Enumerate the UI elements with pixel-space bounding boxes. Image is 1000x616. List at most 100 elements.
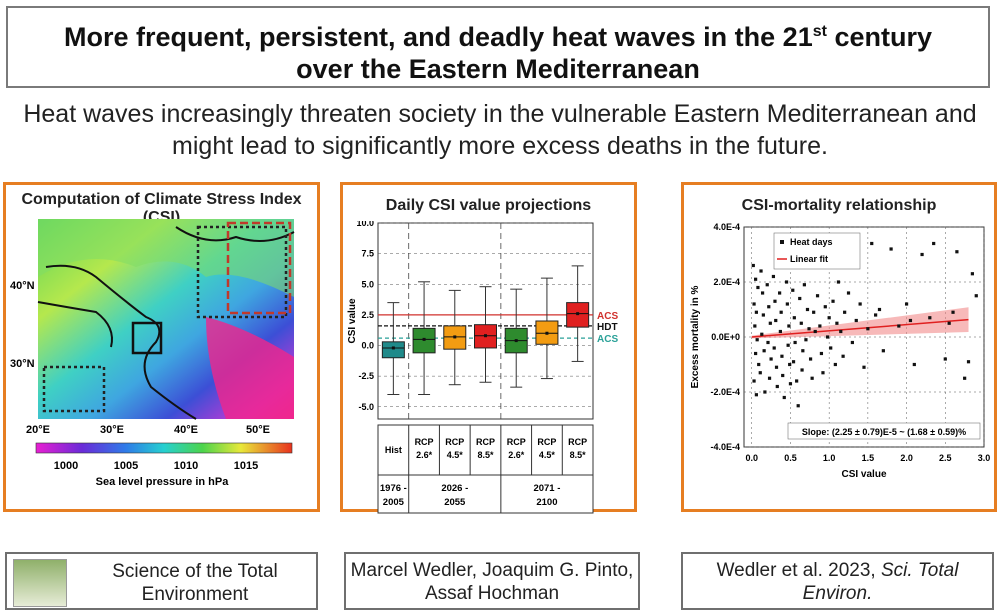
data-point: [943, 357, 947, 361]
y-tick-label: 2.0E-4: [713, 277, 740, 287]
colorbar-tick: 1000: [54, 460, 78, 472]
data-point: [951, 310, 955, 314]
data-point: [765, 283, 769, 287]
lon-label-20: 20°E: [26, 424, 50, 436]
data-point: [881, 349, 885, 353]
title-box: More frequent, persistent, and deadly he…: [6, 6, 990, 88]
data-point: [846, 291, 851, 295]
data-point: [754, 351, 758, 356]
period-label: 2026 -: [441, 483, 468, 494]
title-text: More frequent, persistent, and deadly he…: [64, 22, 813, 52]
data-point: [788, 382, 793, 386]
data-point: [779, 310, 783, 314]
data-point: [781, 373, 785, 378]
citation-journal: Sci. Total Environ.: [802, 560, 959, 604]
data-point: [807, 327, 811, 331]
subtitle-line-1: Heat waves increasingly threaten society…: [23, 100, 977, 128]
data-point: [963, 376, 967, 380]
journal-box: Science of the Total Environment: [5, 552, 318, 610]
x-tick-label: 1.5: [862, 453, 875, 463]
x-tick-label: 2.5: [939, 453, 952, 463]
data-point: [839, 329, 843, 334]
mean-marker: [545, 331, 549, 335]
data-point: [862, 365, 866, 369]
citation-plain: Wedler et al. 2023,: [716, 560, 881, 581]
subtitle-line-2: might lead to significantly more excess …: [172, 132, 828, 160]
data-point: [801, 349, 805, 353]
y-tick-label: -4.0E-4: [710, 442, 740, 452]
data-point: [805, 307, 810, 312]
data-point: [760, 332, 764, 336]
colorbar-label: Sea level pressure in hPa: [96, 476, 230, 488]
y-tick-label: -5.0: [358, 402, 374, 412]
data-point: [752, 379, 756, 383]
threshold-label: ACS: [597, 311, 618, 322]
data-point: [800, 368, 804, 372]
x-tick-label: 3.0: [978, 453, 991, 463]
data-point: [854, 318, 858, 323]
data-point: [970, 272, 974, 276]
coastline-2: [37, 301, 113, 348]
data-point: [912, 362, 916, 367]
scenario-label: RCP: [415, 437, 434, 447]
data-point: [798, 296, 802, 301]
scenario-label: RCP: [568, 437, 587, 447]
authors-box: Marcel Wedler, Joaquim G. Pinto, Assaf H…: [344, 552, 640, 610]
data-point: [760, 291, 765, 295]
mean-marker: [391, 346, 395, 350]
data-point: [792, 316, 796, 320]
lon-label-40: 40°E: [174, 424, 198, 436]
data-point: [768, 321, 772, 325]
scenario-label: 4.5*: [539, 450, 556, 460]
data-point: [778, 329, 782, 334]
data-point: [754, 277, 758, 281]
scenario-label: RCP: [476, 437, 495, 447]
data-point: [767, 305, 771, 309]
data-point: [759, 269, 763, 273]
data-point: [785, 302, 789, 306]
scenario-label: 2.6*: [508, 450, 525, 460]
data-point: [836, 280, 841, 284]
period-label: 1976 -: [380, 483, 407, 494]
y-tick-label: 2.5: [361, 310, 374, 320]
data-point: [827, 316, 831, 320]
y-axis-label: Excess mortality in %: [690, 285, 701, 388]
data-point: [821, 371, 825, 375]
scenario-label: 2.6*: [416, 450, 433, 460]
data-point: [819, 351, 824, 356]
data-point: [788, 362, 792, 367]
title-text-end: century: [826, 22, 932, 52]
map-panel: Computation of Climate Stress Index (CSI…: [3, 182, 320, 512]
mean-marker: [422, 337, 426, 341]
slope-annotation: Slope: (2.25 ± 0.79)E-5 ~ (1.68 ± 0.59)%: [802, 427, 966, 437]
data-point: [843, 310, 847, 314]
data-point: [772, 346, 776, 350]
legend-label: Linear fit: [790, 254, 828, 264]
citation-box: Wedler et al. 2023, Sci. Total Environ.: [681, 552, 994, 610]
data-point: [757, 362, 761, 367]
authors: Marcel Wedler, Joaquim G. Pinto, Assaf H…: [350, 560, 634, 604]
data-point: [823, 305, 827, 309]
data-point: [793, 340, 797, 345]
data-point: [808, 357, 813, 361]
data-point: [802, 283, 806, 287]
data-point: [815, 294, 820, 298]
period-label: 2071 -: [533, 483, 560, 494]
colorbar-tick: 1010: [174, 460, 198, 472]
journal-name: Science of the Total Environment: [112, 561, 278, 605]
data-point: [754, 393, 758, 397]
title-line-1: More frequent, persistent, and deadly he…: [8, 16, 988, 53]
y-tick-label: -2.0E-4: [710, 387, 740, 397]
scenario-label: Hist: [385, 445, 402, 455]
data-point: [804, 338, 808, 342]
data-point: [920, 252, 924, 257]
data-point: [874, 313, 878, 317]
data-point: [754, 310, 758, 314]
mean-marker: [484, 334, 487, 338]
data-point: [813, 329, 817, 334]
data-point: [947, 321, 951, 325]
data-point: [774, 365, 779, 369]
legend-label: Heat days: [790, 237, 833, 247]
data-point: [771, 274, 776, 279]
scatter-panel: CSI-mortality relationship 0.0 0.5 1.0 1.5 2…: [681, 182, 997, 512]
